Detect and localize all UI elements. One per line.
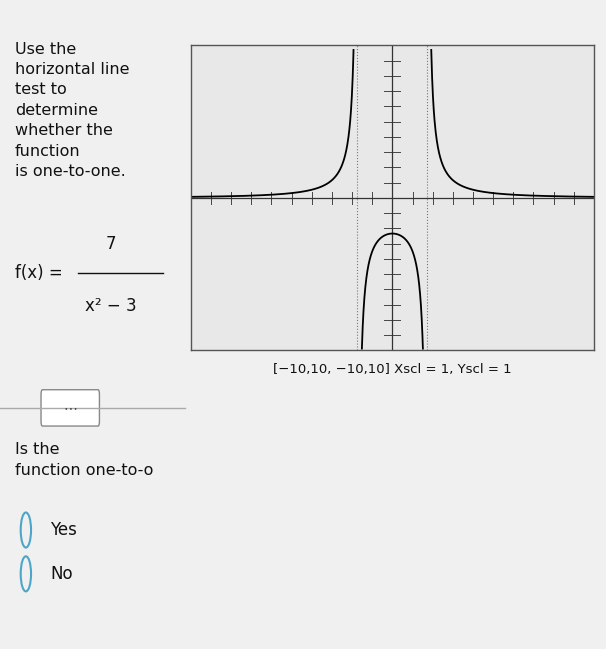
Text: x² − 3: x² − 3 [85,297,137,315]
Text: Yes: Yes [50,521,77,539]
Text: No: No [50,565,73,583]
Text: 7: 7 [105,235,116,253]
Text: ⋯: ⋯ [63,401,77,415]
Text: Use the
horizontal line
test to
determine
whether the
function
is one-to-one.: Use the horizontal line test to determin… [15,42,129,179]
FancyBboxPatch shape [41,389,99,426]
Text: f(x) =: f(x) = [15,264,68,282]
Text: [−10,10, −10,10] Xscl = 1, Yscl = 1: [−10,10, −10,10] Xscl = 1, Yscl = 1 [273,363,511,376]
Text: Is the
function one-to-o: Is the function one-to-o [15,443,153,478]
